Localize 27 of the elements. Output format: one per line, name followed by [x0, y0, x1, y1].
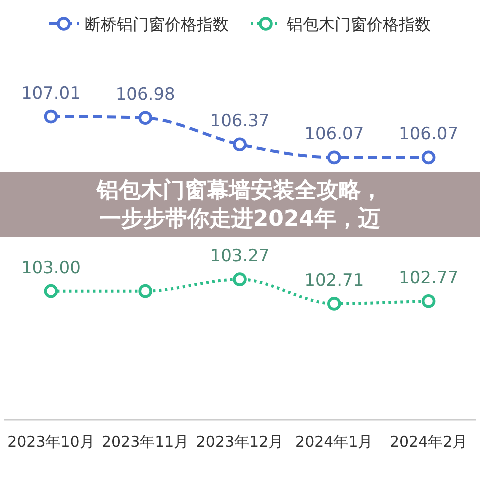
- data-label: 106.07: [304, 124, 364, 145]
- data-label: 107.01: [21, 84, 81, 104]
- point: [422, 150, 436, 165]
- point: [44, 110, 58, 124]
- data-label: 103.00: [21, 258, 81, 278]
- point: [328, 150, 342, 165]
- point: [328, 297, 342, 311]
- point: [138, 284, 152, 298]
- data-label: 106.98: [116, 85, 176, 106]
- x-tick-label: 2024年2月: [390, 433, 468, 451]
- data-label: 102.71: [304, 270, 364, 291]
- text: 铝包木门窗幕墙安装全攻略，一步步带你走进2024年，迈: [96, 177, 383, 232]
- point: [233, 138, 247, 152]
- x-tick-label: 2023年12月: [196, 433, 284, 451]
- data-label: 106.07: [399, 124, 459, 145]
- data-label: 103.27: [210, 246, 270, 267]
- point: [233, 272, 247, 286]
- point: [422, 294, 436, 308]
- point: [44, 284, 58, 298]
- x-tick-label: 2023年10月: [8, 433, 95, 451]
- legend-label: 铝包木门窗价格指数: [286, 15, 431, 34]
- data-label: 102.77: [399, 268, 459, 288]
- legend-label: 断桥铝门窗价格指数: [85, 15, 229, 34]
- x-tick-label: 2024年1月: [296, 433, 374, 451]
- x-tick-label: 2023年11月: [102, 433, 190, 451]
- data-label: 106.37: [210, 112, 270, 132]
- point: [138, 111, 152, 125]
